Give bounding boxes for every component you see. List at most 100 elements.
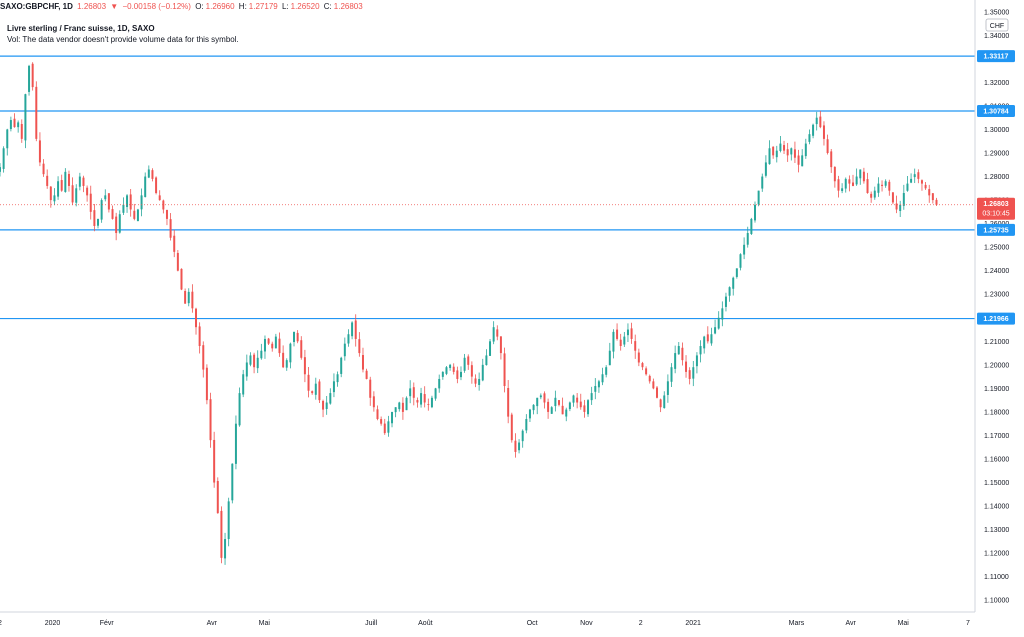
candle-body-down bbox=[86, 187, 89, 196]
candle-body-up bbox=[801, 155, 804, 167]
candle-body-up bbox=[568, 402, 571, 410]
candle-body-up bbox=[714, 327, 717, 334]
candle-body-up bbox=[663, 395, 666, 409]
candle-body-up bbox=[249, 355, 252, 365]
last-price-value: 1.26803 bbox=[77, 2, 107, 11]
candle-body-down bbox=[162, 200, 165, 210]
candle-body-up bbox=[757, 190, 760, 205]
candle-body-down bbox=[191, 291, 194, 309]
candle-body-up bbox=[245, 362, 248, 377]
candle-body-down bbox=[13, 118, 16, 128]
candle-body-down bbox=[282, 352, 285, 368]
candle-body-down bbox=[151, 170, 154, 179]
candle-body-down bbox=[416, 400, 419, 403]
x-tick-label: Nov bbox=[580, 620, 593, 627]
candle-body-down bbox=[862, 171, 865, 182]
horizontal-level-lines[interactable] bbox=[0, 55, 975, 320]
candle-body-up bbox=[902, 193, 905, 206]
candlestick-series[interactable] bbox=[0, 62, 938, 565]
candle-body-up bbox=[340, 357, 343, 374]
candle-body-down bbox=[561, 405, 564, 415]
candle-body-up bbox=[314, 383, 317, 395]
candle-body-down bbox=[427, 404, 430, 405]
candle-body-up bbox=[391, 411, 394, 424]
candle-body-up bbox=[336, 374, 339, 383]
candle-body-down bbox=[931, 193, 934, 201]
candle-body-down bbox=[641, 363, 644, 368]
candle-body-up bbox=[841, 188, 844, 192]
x-tick-label: Mars bbox=[789, 620, 805, 627]
volume-note: Vol: The data vendor doesn't provide vol… bbox=[7, 35, 239, 44]
candle-body-up bbox=[256, 357, 259, 369]
level-label-background bbox=[977, 50, 1015, 63]
candle-body-down bbox=[67, 173, 70, 186]
candle-body-down bbox=[645, 368, 648, 375]
candle-body-up bbox=[53, 195, 56, 202]
candle-body-down bbox=[888, 181, 891, 191]
candle-body-down bbox=[303, 357, 306, 375]
candle-body-down bbox=[510, 414, 513, 441]
candle-body-up bbox=[601, 374, 604, 383]
candle-body-down bbox=[467, 356, 470, 365]
candle-body-up bbox=[187, 291, 190, 304]
candle-body-down bbox=[637, 352, 640, 363]
candle-body-up bbox=[6, 129, 9, 149]
candle-body-up bbox=[554, 397, 557, 407]
legend-title[interactable]: Livre sterling / Franc suisse, 1D, SAXO bbox=[7, 24, 155, 33]
candle-body-down bbox=[659, 399, 662, 408]
candle-body-up bbox=[710, 334, 713, 344]
candle-body-up bbox=[812, 124, 815, 136]
currency-badge[interactable]: CHF bbox=[985, 18, 1009, 32]
candle-body-up bbox=[536, 397, 539, 407]
open-label: O: bbox=[195, 2, 204, 11]
candle-body-up bbox=[910, 178, 913, 183]
candle-body-down bbox=[173, 235, 176, 252]
candle-body-down bbox=[866, 179, 869, 194]
level-label-background bbox=[977, 105, 1015, 118]
level-price-labels: 1.33117 1.30784 1.25735 1.21966 bbox=[977, 50, 1015, 325]
candle-body-down bbox=[648, 375, 651, 382]
candle-body-up bbox=[539, 395, 542, 398]
candle-body-up bbox=[343, 343, 346, 357]
candle-body-up bbox=[234, 423, 237, 464]
candle-body-down bbox=[619, 339, 622, 347]
candle-body-up bbox=[877, 183, 880, 193]
candle-body-down bbox=[354, 320, 357, 339]
candle-body-down bbox=[924, 184, 927, 189]
candle-body-down bbox=[895, 203, 898, 210]
candle-body-up bbox=[293, 331, 296, 343]
candle-body-up bbox=[844, 178, 847, 189]
candle-body-down bbox=[300, 340, 303, 358]
candle-body-down bbox=[655, 387, 658, 398]
candle-body-up bbox=[144, 176, 147, 198]
candle-body-down bbox=[369, 379, 372, 398]
level-label: 1.30784 bbox=[983, 109, 1008, 116]
candle-body-down bbox=[833, 166, 836, 182]
candle-body-down bbox=[365, 370, 368, 379]
candle-body-up bbox=[347, 334, 350, 344]
level-label: 1.21966 bbox=[983, 316, 1008, 323]
time-axis-ticks: 2 2020 Févr Avr Mai Juill Août Oct Nov 2 2021 Mars A… bbox=[0, 620, 970, 627]
x-tick-label: 2 bbox=[0, 620, 2, 627]
candle-body-down bbox=[652, 381, 655, 389]
candle-body-up bbox=[126, 195, 129, 208]
candle-body-down bbox=[31, 63, 34, 88]
candle-body-down bbox=[557, 400, 560, 405]
candle-body-up bbox=[420, 393, 423, 405]
symbol-label[interactable]: SAXO:GBPCHF, 1D bbox=[0, 2, 73, 11]
candle-body-up bbox=[75, 188, 78, 203]
candle-body-up bbox=[717, 317, 720, 329]
candle-body-up bbox=[623, 336, 626, 345]
candle-body-down bbox=[253, 354, 256, 368]
candle-body-down bbox=[783, 145, 786, 151]
x-tick-label: Juill bbox=[365, 620, 378, 627]
candle-body-down bbox=[507, 387, 510, 417]
x-tick-label: Oct bbox=[527, 620, 538, 627]
level-label: 1.25735 bbox=[983, 227, 1008, 234]
candle-body-down bbox=[681, 347, 684, 361]
y-tick-label: 1.16000 bbox=[984, 457, 1009, 464]
candle-body-down bbox=[583, 405, 586, 412]
candle-body-down bbox=[634, 341, 637, 351]
candle-body-up bbox=[913, 174, 916, 178]
